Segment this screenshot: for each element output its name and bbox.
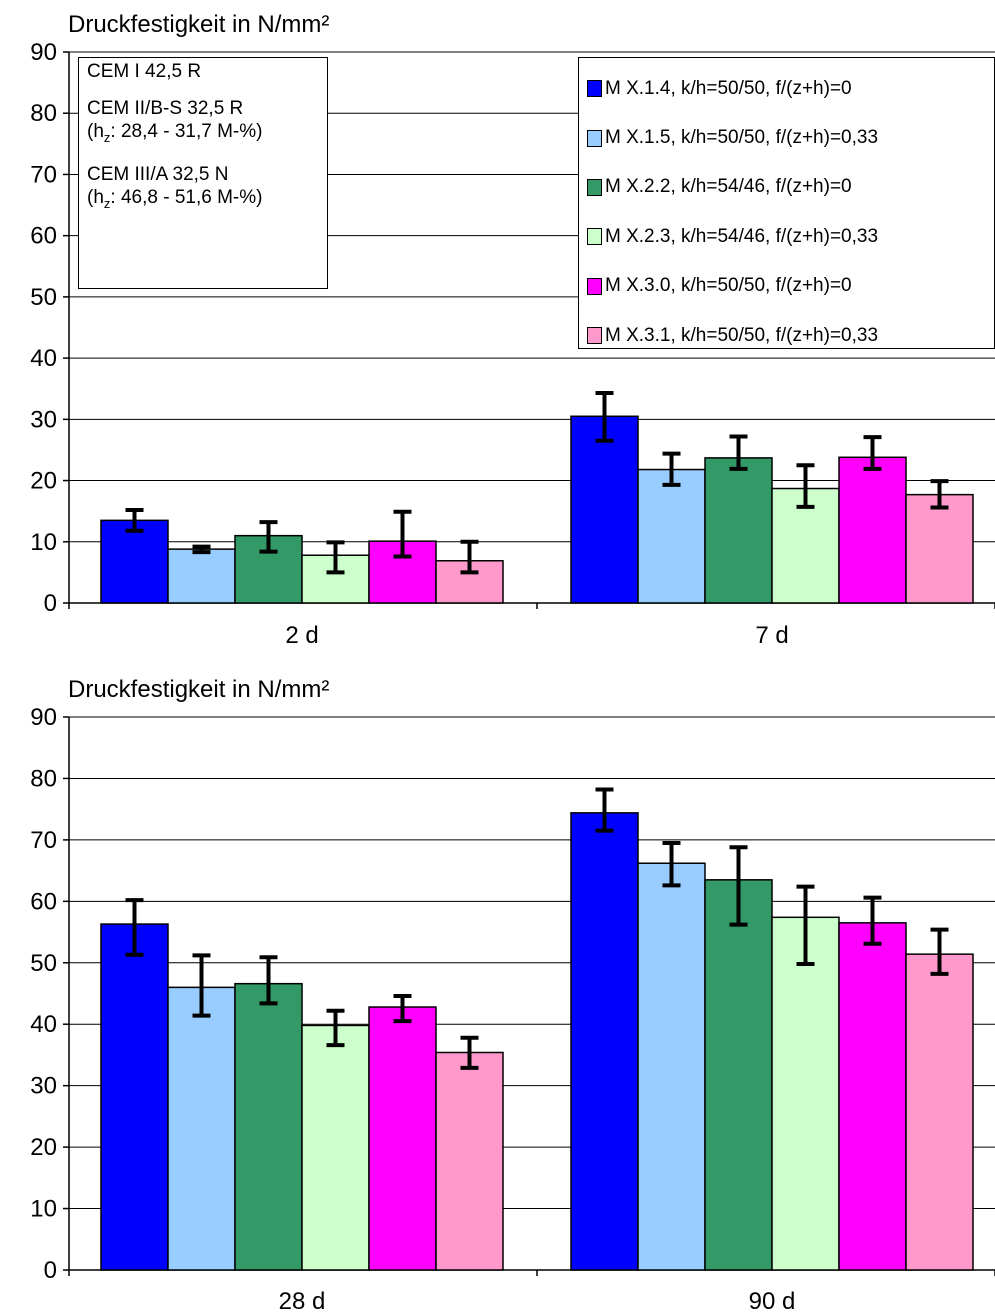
y-tick-label: 80 <box>30 100 57 127</box>
legend-item: M X.3.1, k/h=50/50, f/(z+h)=0,33 <box>587 311 994 360</box>
cement-info-box: CEM I 42,5 R CEM II/B-S 32,5 R (hz: 28,4… <box>78 57 328 289</box>
legend-swatch <box>587 129 602 147</box>
y-tick-label: 90 <box>30 39 57 66</box>
legend-label: M X.3.1, k/h=50/50, f/(z+h)=0,33 <box>605 324 879 346</box>
y-tick-label: 0 <box>44 590 57 617</box>
y-tick-label: 90 <box>30 704 57 731</box>
bar <box>301 1024 370 1271</box>
bar <box>570 812 639 1271</box>
bar <box>905 493 974 604</box>
x-tick-label: 7 d <box>755 622 788 649</box>
bar <box>100 923 169 1271</box>
bar <box>368 1006 437 1271</box>
bar <box>167 548 236 604</box>
y-tick-label: 40 <box>30 1011 57 1038</box>
legend: M X.1.4, k/h=50/50, f/(z+h)=0 M X.1.5, k… <box>578 57 995 349</box>
legend-swatch <box>587 228 602 246</box>
x-tick-label: 90 d <box>749 1288 796 1311</box>
legend-item: M X.2.2, k/h=54/46, f/(z+h)=0 <box>587 163 994 212</box>
cement-info-line-3: (hz: 28,4 - 31,7 M-%) <box>87 121 263 145</box>
x-tick-label: 2 d <box>285 622 318 649</box>
y-tick-label: 50 <box>30 950 57 977</box>
y-tick-label: 30 <box>30 406 57 433</box>
legend-label: M X.1.5, k/h=50/50, f/(z+h)=0,33 <box>605 127 879 149</box>
cement-info-line-2: CEM II/B-S 32,5 R <box>87 98 244 119</box>
chart-title-bottom: Druckfestigkeit in N/mm² <box>68 676 329 703</box>
y-tick-label: 30 <box>30 1073 57 1100</box>
bar <box>637 468 706 604</box>
y-tick-label: 10 <box>30 529 57 556</box>
bar <box>838 456 907 604</box>
y-tick-label: 20 <box>30 1134 57 1161</box>
legend-label: M X.3.0, k/h=50/50, f/(z+h)=0 <box>605 275 852 297</box>
chart-title-top: Druckfestigkeit in N/mm² <box>68 11 329 38</box>
y-tick-label: 70 <box>30 161 57 188</box>
y-tick-label: 40 <box>30 345 57 372</box>
y-tick-label: 10 <box>30 1196 57 1223</box>
bar <box>435 1051 504 1271</box>
cement-info-line-5: (hz: 46,8 - 51,6 M-%) <box>87 186 263 211</box>
bar <box>570 415 639 604</box>
bar <box>704 457 773 604</box>
bar <box>100 519 169 604</box>
bar <box>771 916 840 1271</box>
legend-swatch <box>587 277 602 295</box>
legend-label: M X.2.3, k/h=54/46, f/(z+h)=0,33 <box>605 225 879 247</box>
legend-swatch <box>587 327 602 345</box>
y-tick-label: 0 <box>44 1257 57 1284</box>
bar <box>838 922 907 1271</box>
bar <box>167 986 236 1271</box>
legend-item: M X.1.5, k/h=50/50, f/(z+h)=0,33 <box>587 113 994 162</box>
bar <box>234 982 303 1271</box>
y-tick-label: 60 <box>30 223 57 250</box>
legend-label: M X.2.2, k/h=54/46, f/(z+h)=0 <box>605 176 852 198</box>
bar <box>637 862 706 1271</box>
bar <box>704 879 773 1271</box>
legend-label: M X.1.4, k/h=50/50, f/(z+h)=0 <box>605 77 852 99</box>
y-tick-label: 80 <box>30 765 57 792</box>
cement-info-line-1: CEM I 42,5 R <box>87 61 202 82</box>
legend-item: M X.2.3, k/h=54/46, f/(z+h)=0,33 <box>587 212 994 261</box>
y-tick-label: 70 <box>30 827 57 854</box>
y-tick-label: 60 <box>30 888 57 915</box>
legend-swatch <box>587 80 602 98</box>
legend-item: M X.3.0, k/h=50/50, f/(z+h)=0 <box>587 262 994 311</box>
legend-swatch <box>587 178 602 196</box>
plot-bottom: 0 10 20 30 40 50 60 70 80 90 28 d 90 d <box>30 704 995 1315</box>
legend-item: M X.1.4, k/h=50/50, f/(z+h)=0 <box>587 64 994 113</box>
y-tick-label: 20 <box>30 468 57 495</box>
bar <box>905 953 974 1271</box>
y-tick-label: 50 <box>30 284 57 311</box>
cement-info-line-4: CEM III/A 32,5 N <box>87 163 229 185</box>
x-tick-label: 28 d <box>279 1288 326 1311</box>
